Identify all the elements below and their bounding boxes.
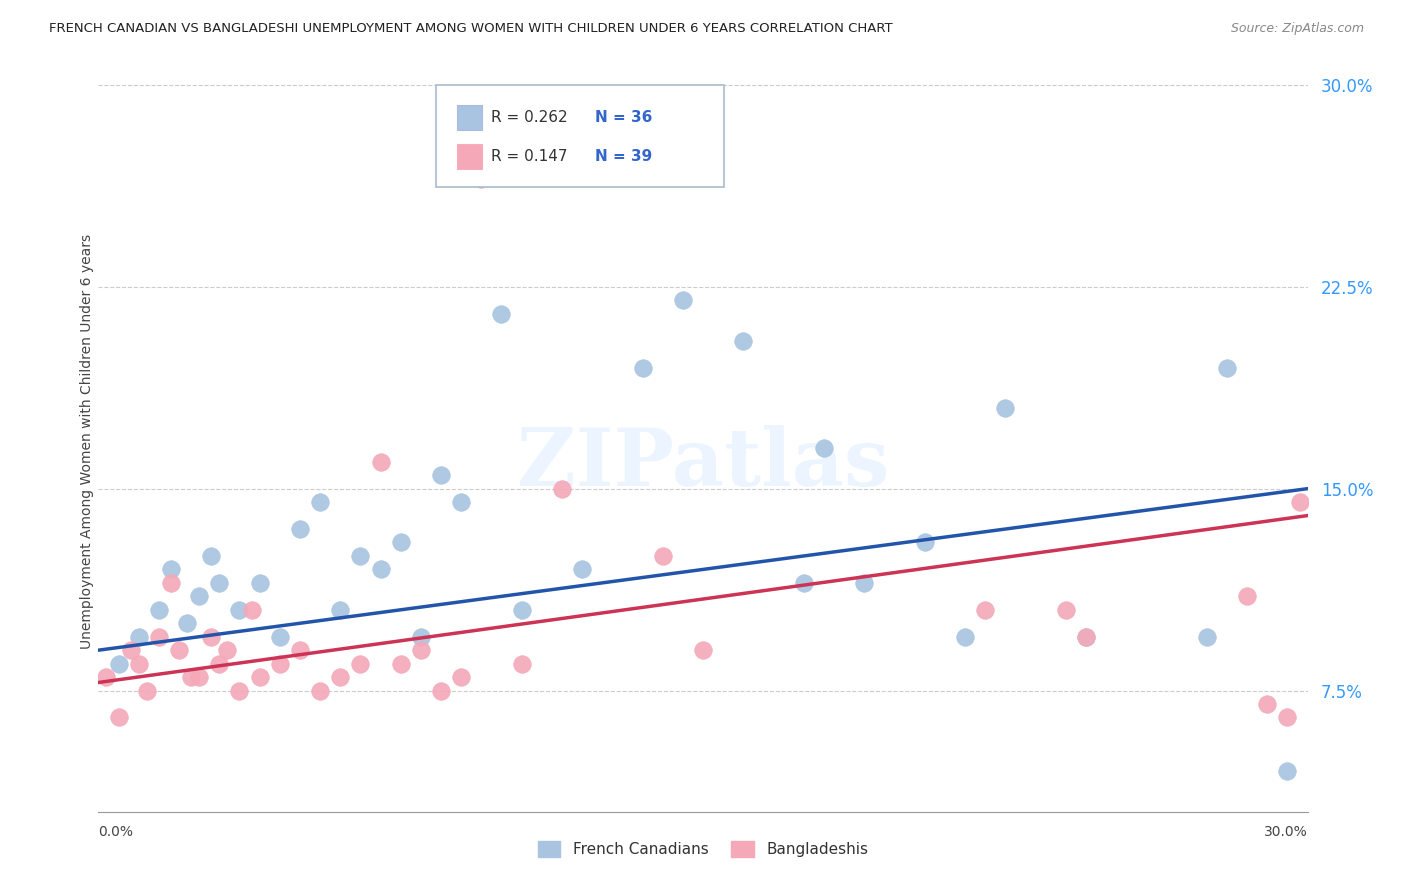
Point [450,670,472,684]
Point [228,683,250,698]
Point [510,657,533,671]
Text: N = 36: N = 36 [595,110,652,125]
Point [1054,603,1077,617]
Point [389,657,412,671]
Text: R = 0.262: R = 0.262 [491,110,567,125]
Point [148,603,170,617]
Point [269,657,291,671]
Point [249,575,271,590]
Point [176,616,198,631]
Point [1216,360,1239,375]
Point [571,562,593,576]
Legend: French Canadians, Bangladeshis: French Canadians, Bangladeshis [531,835,875,863]
Point [692,643,714,657]
Point [491,307,513,321]
Point [128,630,150,644]
Point [409,643,432,657]
Point [430,468,453,483]
Text: ZIPatlas: ZIPatlas [517,425,889,503]
Point [107,657,129,671]
Point [135,683,157,698]
Point [510,603,533,617]
Point [200,549,222,563]
Point [370,562,392,576]
Point [994,401,1017,415]
Point [188,670,211,684]
Point [631,360,654,375]
Point [1277,764,1299,779]
Text: Source: ZipAtlas.com: Source: ZipAtlas.com [1230,22,1364,36]
Point [188,590,211,604]
Point [349,549,371,563]
Point [107,710,129,724]
Point [1074,630,1097,644]
Point [228,603,250,617]
Text: R = 0.147: R = 0.147 [491,149,567,164]
Text: N = 39: N = 39 [595,149,652,164]
Point [160,562,183,576]
Point [470,172,492,186]
Point [249,670,271,684]
Point [1256,697,1278,711]
Text: 0.0%: 0.0% [98,825,134,839]
Point [217,643,239,657]
Point [1195,630,1218,644]
Point [288,643,311,657]
Text: FRENCH CANADIAN VS BANGLADESHI UNEMPLOYMENT AMONG WOMEN WITH CHILDREN UNDER 6 YE: FRENCH CANADIAN VS BANGLADESHI UNEMPLOYM… [49,22,893,36]
Point [651,549,673,563]
Point [1288,495,1310,509]
Text: 30.0%: 30.0% [1264,825,1308,839]
Point [672,293,695,308]
Point [813,442,835,456]
Point [180,670,202,684]
Point [409,630,432,644]
Point [974,603,997,617]
Point [160,575,183,590]
Point [120,643,142,657]
Point [450,495,472,509]
Point [148,630,170,644]
Point [329,603,352,617]
Point [793,575,815,590]
Point [167,643,190,657]
Point [1236,590,1258,604]
Point [200,630,222,644]
Point [389,535,412,549]
Point [208,575,231,590]
Point [208,657,231,671]
Point [1277,710,1299,724]
Point [551,482,574,496]
Y-axis label: Unemployment Among Women with Children Under 6 years: Unemployment Among Women with Children U… [80,234,94,649]
Point [240,603,263,617]
Point [349,657,371,671]
Point [853,575,876,590]
Point [288,522,311,536]
Point [1074,630,1097,644]
Point [96,670,118,684]
Point [370,455,392,469]
Point [269,630,291,644]
Point [329,670,352,684]
Point [309,683,332,698]
Point [953,630,976,644]
Point [733,334,755,348]
Point [309,495,332,509]
Point [128,657,150,671]
Point [430,683,453,698]
Point [914,535,936,549]
Point [491,131,513,145]
